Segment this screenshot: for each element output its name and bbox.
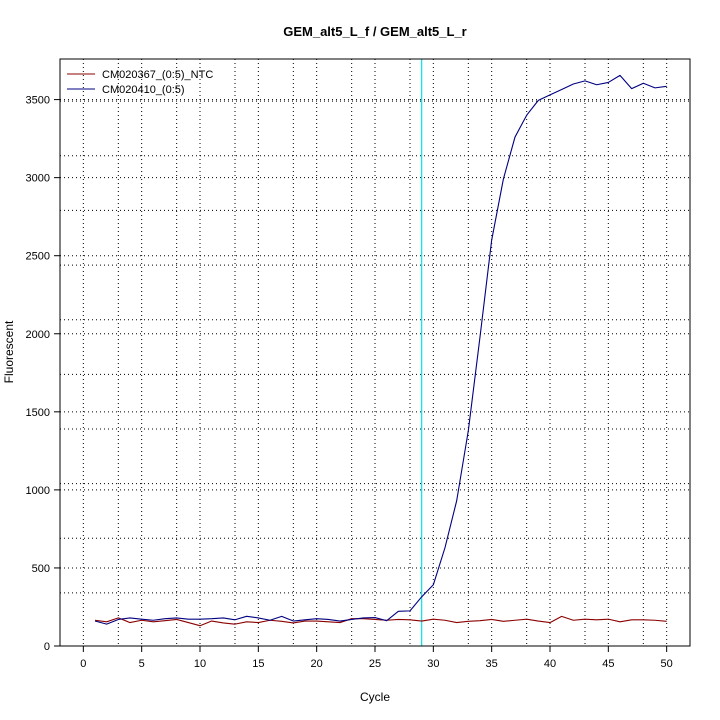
series-line-1 — [94, 74, 667, 625]
x-tick-label: 0 — [80, 658, 86, 670]
legend-label-1: CM020410_(0:5) — [102, 84, 185, 96]
y-tick-label: 3000 — [26, 173, 50, 185]
y-tick-label: 1500 — [26, 407, 50, 419]
y-axis-label: Fluorescent — [2, 320, 16, 383]
x-axis: 0 5 10 15 20 25 30 35 40 45 50 — [80, 646, 673, 670]
x-tick-label: 10 — [194, 658, 206, 670]
x-tick-label: 20 — [311, 658, 323, 670]
x-tick-label: 50 — [661, 658, 673, 670]
x-tick-label: 5 — [139, 658, 145, 670]
y-axis: 0 500 1000 1500 2000 2500 3000 3500 — [26, 95, 60, 653]
y-tick-label: 0 — [44, 641, 50, 653]
y-tick-label: 3500 — [26, 95, 50, 107]
x-tick-label: 35 — [486, 658, 498, 670]
y-tick-label: 1000 — [26, 485, 50, 497]
y-tick-label: 2500 — [26, 251, 50, 263]
y-tick-label: 500 — [32, 563, 50, 575]
grid-lines — [60, 59, 690, 647]
x-tick-label: 40 — [544, 658, 556, 670]
legend: CM020367_(0:5)_NTC CM020410_(0:5) — [67, 69, 213, 96]
x-tick-label: 25 — [369, 658, 381, 670]
x-axis-label: Cycle — [360, 690, 390, 704]
y-tick-label: 2000 — [26, 329, 50, 341]
x-tick-label: 15 — [252, 658, 264, 670]
series-layer — [94, 74, 667, 627]
series-line-0 — [94, 615, 667, 627]
chart-title: GEM_alt5_L_f / GEM_alt5_L_r — [283, 24, 467, 39]
x-tick-label: 45 — [602, 658, 614, 670]
legend-label-0: CM020367_(0:5)_NTC — [102, 69, 213, 81]
x-tick-label: 30 — [427, 658, 439, 670]
